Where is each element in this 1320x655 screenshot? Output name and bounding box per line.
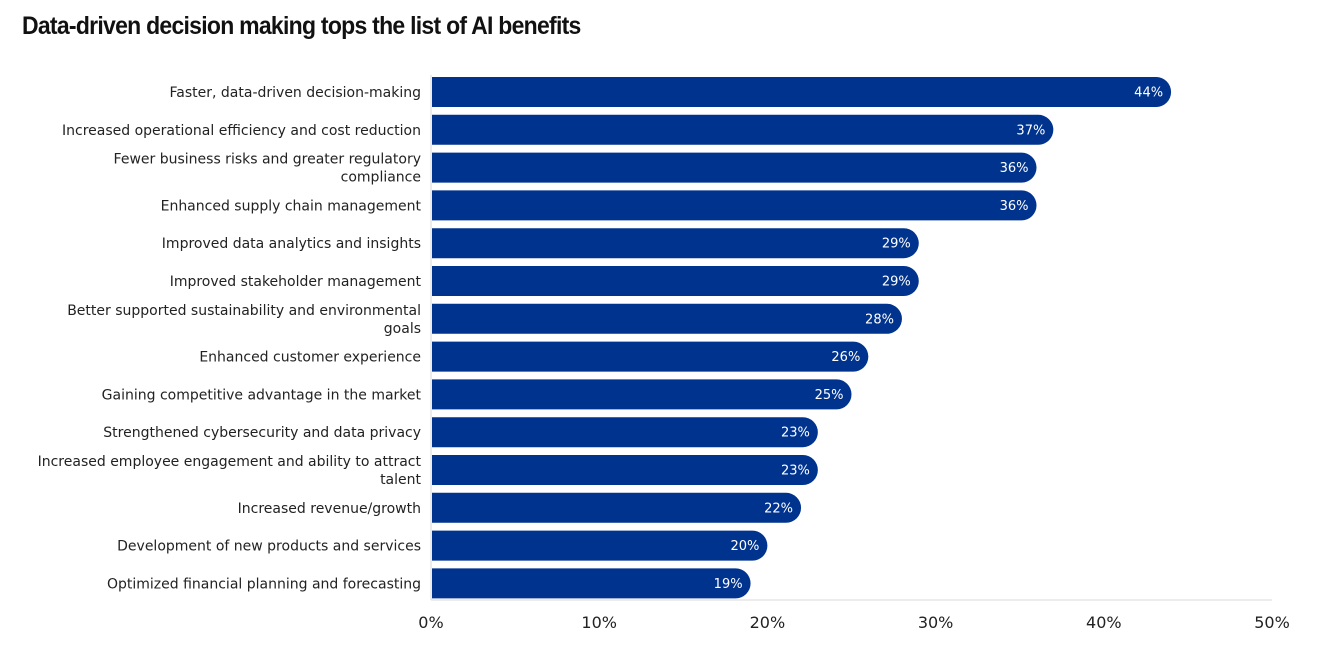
category-label: Gaining competitive advantage in the mar…: [102, 387, 422, 403]
x-tick-label: 20%: [750, 613, 786, 632]
category-label: compliance: [341, 170, 421, 186]
bar-value-label: 19%: [714, 577, 743, 592]
bar: [432, 455, 818, 485]
bar-value-label: 36%: [1000, 199, 1029, 214]
bar-value-label: 36%: [1000, 161, 1029, 176]
category-label: Increased employee engagement and abilit…: [38, 454, 422, 470]
bar: [432, 303, 902, 334]
bar-value-label: 23%: [781, 426, 810, 441]
category-label: Increased revenue/growth: [238, 501, 421, 517]
bar-value-label: 20%: [730, 539, 759, 554]
category-label: Improved data analytics and insights: [162, 236, 421, 252]
x-tick-label: 0%: [418, 613, 443, 632]
category-label: Faster, data-driven decision-making: [170, 85, 421, 101]
category-label: Increased operational efficiency and cos…: [62, 123, 421, 139]
category-label: goals: [384, 321, 421, 337]
bar-value-label: 29%: [882, 237, 911, 252]
bar-value-label: 28%: [865, 312, 894, 327]
bar: [432, 379, 852, 410]
bar: [432, 417, 818, 448]
x-tick-label: 40%: [1086, 613, 1122, 632]
category-label: Enhanced supply chain management: [161, 198, 422, 214]
bar-value-label: 25%: [815, 388, 844, 403]
category-label: Optimized financial planning and forecas…: [107, 576, 421, 592]
x-tick-label: 50%: [1254, 613, 1290, 632]
x-tick-label: 10%: [581, 613, 617, 632]
bar: [432, 190, 1037, 221]
bar: [432, 114, 1054, 145]
bar: [432, 77, 1172, 107]
bar-value-label: 26%: [831, 350, 860, 365]
chart-title: Data-driven decision making tops the lis…: [22, 12, 581, 40]
bar: [432, 568, 751, 599]
bar: [432, 152, 1037, 183]
bar-value-label: 37%: [1016, 123, 1045, 138]
bar-value-label: 23%: [781, 464, 810, 479]
x-tick-label: 30%: [918, 613, 954, 632]
bar: [432, 266, 919, 296]
category-label: Development of new products and services: [117, 539, 421, 555]
bar-value-label: 22%: [764, 501, 793, 516]
bar: [432, 341, 869, 372]
category-label: Enhanced customer experience: [199, 350, 421, 366]
bar: [432, 492, 802, 523]
category-label: Better supported sustainability and envi…: [67, 303, 421, 319]
category-label: Fewer business risks and greater regulat…: [114, 152, 421, 168]
category-label: Strengthened cybersecurity and data priv…: [103, 425, 421, 441]
bar-value-label: 44%: [1134, 86, 1163, 101]
category-label: Improved stakeholder management: [170, 274, 422, 290]
bar-value-label: 29%: [882, 275, 911, 290]
bar: [432, 228, 919, 259]
category-label: talent: [380, 472, 421, 488]
bar: [432, 530, 768, 561]
